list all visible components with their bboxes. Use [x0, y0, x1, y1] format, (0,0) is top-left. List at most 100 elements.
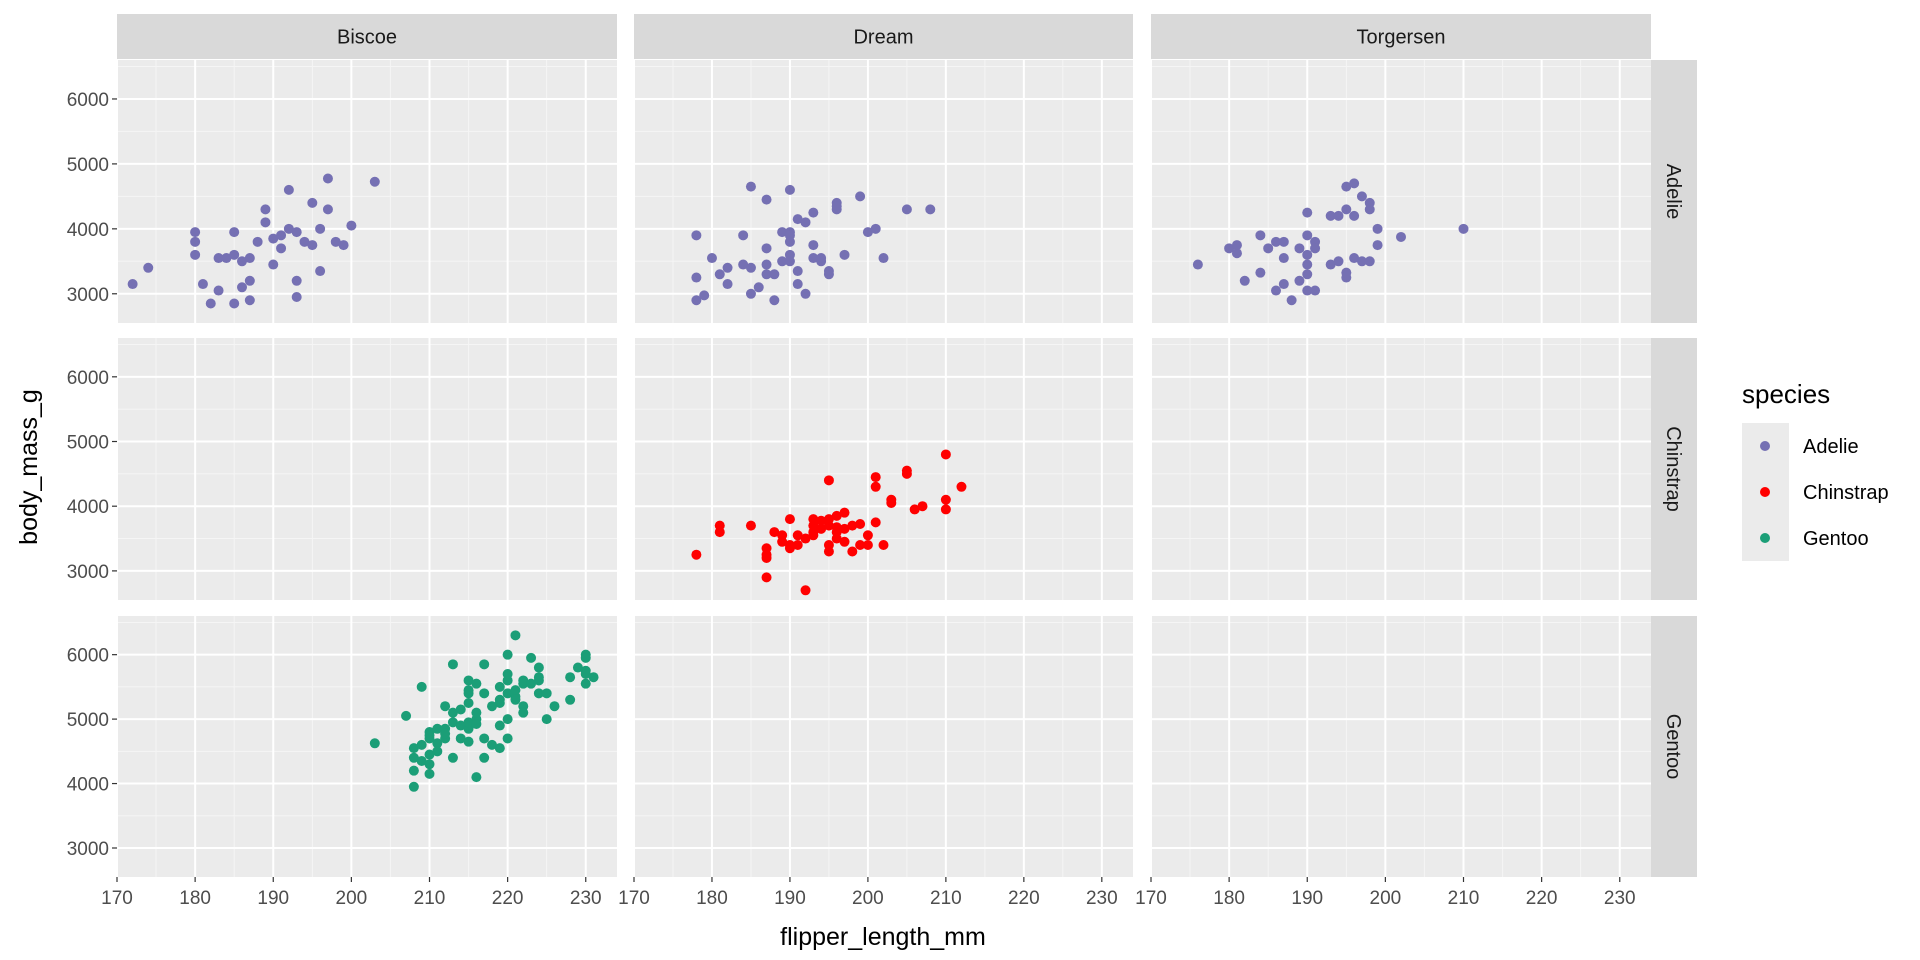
y-tick-label: 5000 — [67, 710, 109, 731]
data-point-adelie — [761, 243, 772, 254]
data-point-adelie — [1341, 181, 1352, 192]
data-point-adelie — [855, 191, 866, 202]
x-tick-label: 200 — [852, 888, 884, 909]
x-tick-label: 180 — [1213, 888, 1245, 909]
legend-entries: Adelie Chinstrap Gentoo — [1760, 436, 1889, 550]
data-point-chinstrap — [839, 536, 850, 547]
data-point-adelie — [800, 288, 811, 299]
data-point-adelie — [1239, 275, 1250, 286]
data-point-adelie — [1294, 275, 1305, 286]
data-point-adelie — [268, 259, 279, 270]
data-point-adelie — [229, 249, 240, 260]
data-point-adelie — [925, 204, 936, 215]
data-point-adelie — [268, 233, 279, 244]
panel-background — [117, 338, 617, 600]
data-point-adelie — [691, 272, 702, 283]
data-point-adelie — [338, 240, 349, 251]
data-point-gentoo — [494, 743, 505, 754]
data-point-adelie — [745, 262, 756, 273]
data-point-adelie — [322, 204, 333, 215]
data-point-adelie — [1231, 248, 1242, 259]
data-point-gentoo — [502, 669, 513, 679]
data-point-adelie — [260, 217, 271, 228]
data-point-gentoo — [502, 688, 513, 699]
data-point-adelie — [738, 230, 749, 241]
data-point-chinstrap — [847, 546, 858, 557]
data-point-adelie — [808, 207, 819, 218]
data-point-chinstrap — [800, 533, 811, 544]
data-point-gentoo — [463, 698, 474, 708]
data-point-adelie — [307, 240, 318, 251]
data-point-chinstrap — [792, 530, 803, 541]
x-tick-label: 210 — [1448, 888, 1480, 909]
data-point-gentoo — [565, 672, 576, 683]
data-point-adelie — [1310, 285, 1321, 296]
data-point-adelie — [901, 204, 912, 215]
data-point-gentoo — [549, 701, 560, 712]
data-point-adelie — [276, 243, 287, 254]
data-point-chinstrap — [769, 527, 780, 538]
data-point-adelie — [769, 295, 780, 306]
row-strip — [1651, 616, 1697, 877]
panel-background — [634, 616, 1133, 877]
x-tick-label: 210 — [414, 888, 446, 909]
x-tick-label: 220 — [492, 888, 524, 909]
data-point-gentoo — [424, 759, 435, 770]
data-point-adelie — [1271, 285, 1281, 296]
data-point-adelie — [205, 298, 216, 309]
data-point-adelie — [808, 253, 819, 264]
data-point-chinstrap — [823, 514, 834, 525]
data-point-chinstrap — [940, 494, 951, 505]
data-point-chinstrap — [808, 527, 819, 538]
data-point-gentoo — [494, 681, 505, 692]
data-point-adelie — [1364, 204, 1375, 215]
data-point-chinstrap — [839, 507, 850, 518]
points-layer — [127, 173, 1469, 792]
data-point-gentoo — [565, 694, 576, 705]
data-point-adelie — [221, 253, 232, 264]
data-point-gentoo — [401, 710, 412, 721]
data-point-adelie — [213, 285, 224, 296]
data-point-gentoo — [447, 707, 458, 718]
data-point-adelie — [722, 279, 733, 290]
legend: species Adelie Chinstrap Gentoo — [1742, 379, 1889, 561]
data-point-gentoo — [440, 728, 451, 739]
data-point-adelie — [276, 230, 287, 241]
x-tick-label: 180 — [179, 888, 211, 909]
data-point-gentoo — [479, 688, 490, 699]
data-point-gentoo — [572, 662, 583, 673]
data-point-chinstrap — [862, 540, 873, 551]
data-point-gentoo — [510, 694, 521, 705]
data-point-gentoo — [432, 738, 443, 749]
panels-layer — [116, 60, 1651, 877]
data-point-chinstrap — [691, 549, 702, 560]
y-tick-label: 5000 — [67, 433, 109, 454]
data-point-adelie — [315, 223, 326, 234]
column-strip — [634, 14, 1133, 59]
data-point-adelie — [1278, 279, 1289, 290]
data-point-chinstrap — [870, 517, 881, 528]
y-tick-label: 4000 — [67, 775, 109, 796]
data-point-chinstrap — [831, 522, 842, 533]
data-point-gentoo — [487, 739, 497, 750]
data-point-adelie — [862, 227, 873, 238]
y-tick-label: 3000 — [67, 285, 109, 306]
data-point-chinstrap — [878, 540, 889, 551]
data-point-adelie — [1302, 249, 1313, 260]
data-point-chinstrap — [823, 546, 834, 557]
data-point-adelie — [1356, 191, 1367, 202]
y-axis-title: body_mass_g — [15, 389, 43, 545]
data-point-adelie — [283, 184, 294, 195]
data-point-adelie — [1372, 223, 1383, 234]
data-point-gentoo — [463, 675, 474, 686]
x-tick-label: 230 — [570, 888, 602, 909]
data-point-adelie — [252, 236, 263, 247]
data-point-chinstrap — [745, 520, 756, 531]
data-point-adelie — [1263, 243, 1274, 254]
data-point-gentoo — [416, 756, 427, 766]
data-point-adelie — [1372, 240, 1383, 251]
data-point-gentoo — [580, 669, 591, 679]
data-point-adelie — [699, 290, 710, 301]
data-point-chinstrap — [901, 465, 912, 476]
panel-background — [117, 60, 617, 323]
